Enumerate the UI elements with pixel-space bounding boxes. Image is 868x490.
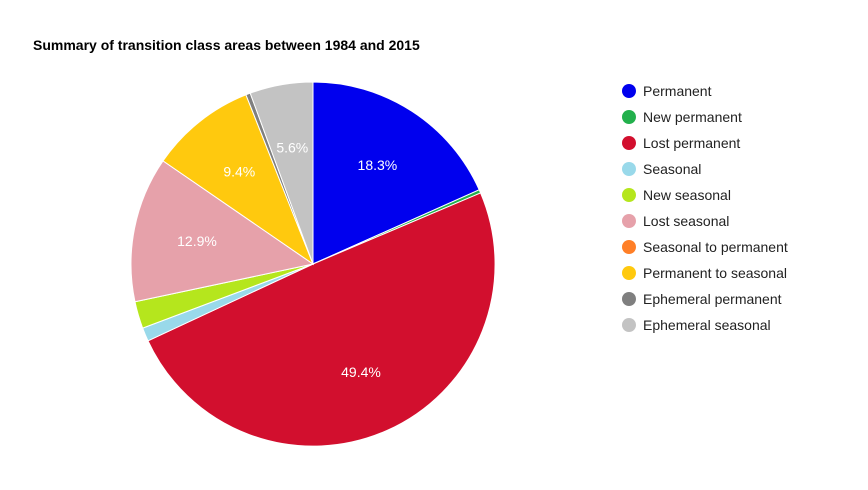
legend-label: Ephemeral permanent (643, 291, 782, 307)
legend-item-new-permanent[interactable]: New permanent (620, 104, 788, 130)
legend-label: Permanent (643, 83, 712, 99)
legend-label: Permanent to seasonal (643, 265, 787, 281)
legend-swatch (622, 266, 636, 280)
slice-label-permanent: 18.3% (358, 157, 398, 173)
legend-label: Lost permanent (643, 135, 741, 151)
pie-slice-labels: 18.3% 49.4% 12.9% 9.4% 5.6% (177, 140, 397, 381)
pie-slice-permanent[interactable] (312, 81, 480, 265)
legend-swatch (622, 188, 636, 202)
pie-slices (130, 81, 496, 447)
slice-label-lost-seasonal: 12.9% (177, 233, 217, 249)
pie-slice-lost-seasonal[interactable] (130, 160, 315, 303)
pie-slice-lost-permanent[interactable] (147, 192, 496, 447)
legend-item-lost-permanent[interactable]: Lost permanent (620, 130, 788, 156)
legend-swatch (622, 110, 636, 124)
legend-label: Ephemeral seasonal (643, 317, 771, 333)
legend-swatch (622, 214, 636, 228)
pie-slice-ephemeral-seasonal[interactable] (249, 81, 314, 265)
slice-label-permanent-to-seasonal: 9.4% (223, 164, 255, 180)
legend-swatch (622, 136, 636, 150)
legend-swatch (622, 162, 636, 176)
legend-swatch (622, 292, 636, 306)
legend-item-ephemeral-permanent[interactable]: Ephemeral permanent (620, 286, 788, 312)
legend-label: Lost seasonal (643, 213, 730, 229)
pie-slice-permanent-to-seasonal[interactable] (162, 94, 315, 266)
legend: Permanent New permanent Lost permanent Seas… (620, 78, 788, 338)
legend-item-permanent-to-seasonal[interactable]: Permanent to seasonal (620, 260, 788, 286)
chart-title: Summary of transition class areas betwee… (33, 37, 420, 53)
legend-item-lost-seasonal[interactable]: Lost seasonal (620, 208, 788, 234)
legend-label: New permanent (643, 109, 742, 125)
legend-swatch (622, 318, 636, 332)
slice-label-ephemeral-seasonal: 5.6% (276, 140, 308, 156)
legend-swatch (622, 84, 636, 98)
legend-item-permanent[interactable]: Permanent (620, 78, 788, 104)
legend-label: Seasonal to permanent (643, 239, 788, 255)
legend-label: Seasonal (643, 161, 702, 177)
legend-item-seasonal[interactable]: Seasonal (620, 156, 788, 182)
slice-label-lost-permanent: 49.4% (341, 364, 381, 380)
legend-item-new-seasonal[interactable]: New seasonal (620, 182, 788, 208)
legend-label: New seasonal (643, 187, 731, 203)
legend-item-seasonal-to-permanent[interactable]: Seasonal to permanent (620, 234, 788, 260)
legend-item-ephemeral-seasonal[interactable]: Ephemeral seasonal (620, 312, 788, 338)
legend-swatch (622, 240, 636, 254)
